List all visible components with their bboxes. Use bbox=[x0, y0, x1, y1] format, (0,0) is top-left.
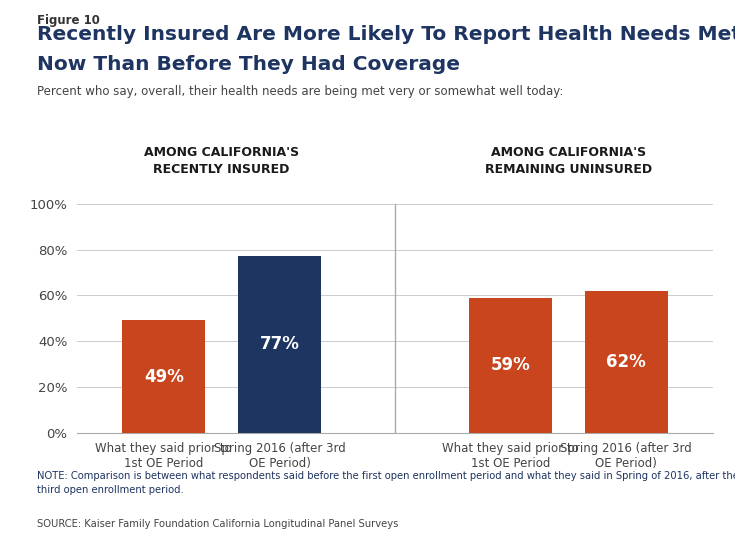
Bar bbox=[122, 321, 206, 433]
Bar bbox=[584, 291, 668, 433]
Text: SOURCE: Kaiser Family Foundation California Longitudinal Panel Surveys: SOURCE: Kaiser Family Foundation Califor… bbox=[37, 519, 398, 529]
Text: Recently Insured Are More Likely To Report Health Needs Met: Recently Insured Are More Likely To Repo… bbox=[37, 25, 735, 44]
Text: THE HENRY J.: THE HENRY J. bbox=[657, 493, 692, 499]
Text: FAMILY: FAMILY bbox=[649, 515, 700, 528]
Text: 49%: 49% bbox=[144, 368, 184, 386]
Text: 59%: 59% bbox=[491, 356, 531, 374]
Bar bbox=[469, 298, 552, 433]
Text: 62%: 62% bbox=[606, 353, 646, 371]
Text: NOTE: Comparison is between what respondents said before the first open enrollme: NOTE: Comparison is between what respond… bbox=[37, 471, 735, 495]
Text: FOUNDATION: FOUNDATION bbox=[656, 531, 693, 536]
Text: AMONG CALIFORNIA'S
RECENTLY INSURED: AMONG CALIFORNIA'S RECENTLY INSURED bbox=[144, 147, 299, 176]
Text: Figure 10: Figure 10 bbox=[37, 14, 100, 27]
Text: Percent who say, overall, their health needs are being met very or somewhat well: Percent who say, overall, their health n… bbox=[37, 85, 563, 99]
Text: 77%: 77% bbox=[259, 336, 299, 354]
Text: KAISER: KAISER bbox=[648, 501, 702, 515]
Text: AMONG CALIFORNIA'S
REMAINING UNINSURED: AMONG CALIFORNIA'S REMAINING UNINSURED bbox=[485, 147, 652, 176]
Text: Now Than Before They Had Coverage: Now Than Before They Had Coverage bbox=[37, 55, 460, 74]
Bar bbox=[238, 256, 321, 433]
